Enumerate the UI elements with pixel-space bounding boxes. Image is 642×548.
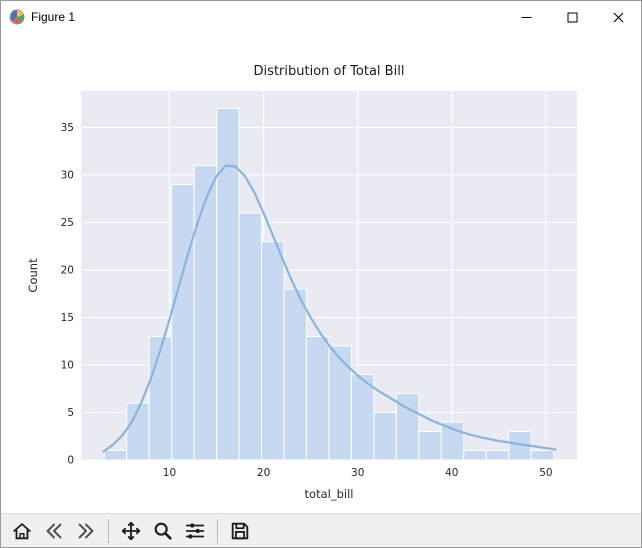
histogram-bar [283,288,307,461]
figure-canvas: 10 20 30 40 50 0 5 10 15 20 25 30 35 Distribution of … [1,33,641,513]
minimize-button[interactable] [503,1,549,33]
y-tick-label: 30 [61,170,74,182]
y-tick-label: 5 [67,407,74,419]
pan-button[interactable] [116,516,146,546]
histogram-bar [530,450,555,461]
toolbar-separator [217,518,218,543]
histogram-bar [463,450,487,461]
y-tick-label: 0 [67,455,74,467]
histogram-bar [148,336,173,461]
y-tick-label: 15 [61,312,74,324]
save-button[interactable] [225,516,255,546]
pan-icon [120,520,142,542]
subplots-button[interactable] [180,516,210,546]
histogram-bar [103,450,128,461]
x-tick-label: 30 [351,467,364,479]
back-button[interactable] [39,516,69,546]
x-tick-label: 20 [257,467,270,479]
histogram-bar [216,108,240,461]
x-tick-label: 10 [163,467,176,479]
chart-title: Distribution of Total Bill [254,64,405,79]
maximize-button[interactable] [549,1,595,33]
x-axis-label: total_bill [305,487,354,501]
histogram-bar [440,421,465,461]
histogram-bar [238,212,263,461]
histogram-bar [373,412,397,461]
x-tick-label: 50 [539,467,552,479]
histogram-bar [193,165,218,461]
histogram-bar [171,184,195,461]
toolbar-separator [108,518,109,543]
zoom-button[interactable] [148,516,178,546]
back-icon [43,520,65,542]
zoom-icon [152,520,174,542]
window-title: Figure 1 [31,10,76,24]
kde-curve [102,164,557,453]
forward-icon [75,520,97,542]
histogram-bar [305,336,330,461]
subplots-icon [184,520,206,542]
histogram-bar [261,241,285,461]
histogram-bar [418,431,442,461]
plot-canvas[interactable]: 10 20 30 40 50 0 5 10 15 20 25 30 35 Distribution of … [1,33,642,513]
y-tick-label: 35 [61,122,74,134]
y-tick-label: 25 [61,217,74,229]
histogram-bar [485,450,510,461]
close-button[interactable] [595,1,641,33]
window-controls [503,1,641,33]
histogram-bar [328,345,352,461]
title-bar[interactable]: Figure 1 [1,1,641,33]
save-icon [229,520,251,542]
y-axis-label: Count [26,258,40,293]
x-tick-label: 40 [445,467,458,479]
home-icon [11,520,33,542]
y-tick-label: 20 [61,265,74,277]
home-button[interactable] [7,516,37,546]
y-tick-label: 10 [61,360,74,372]
matplotlib-logo-icon [9,9,25,25]
navigation-toolbar [1,513,641,547]
histogram-bar [350,374,375,461]
forward-button[interactable] [71,516,101,546]
